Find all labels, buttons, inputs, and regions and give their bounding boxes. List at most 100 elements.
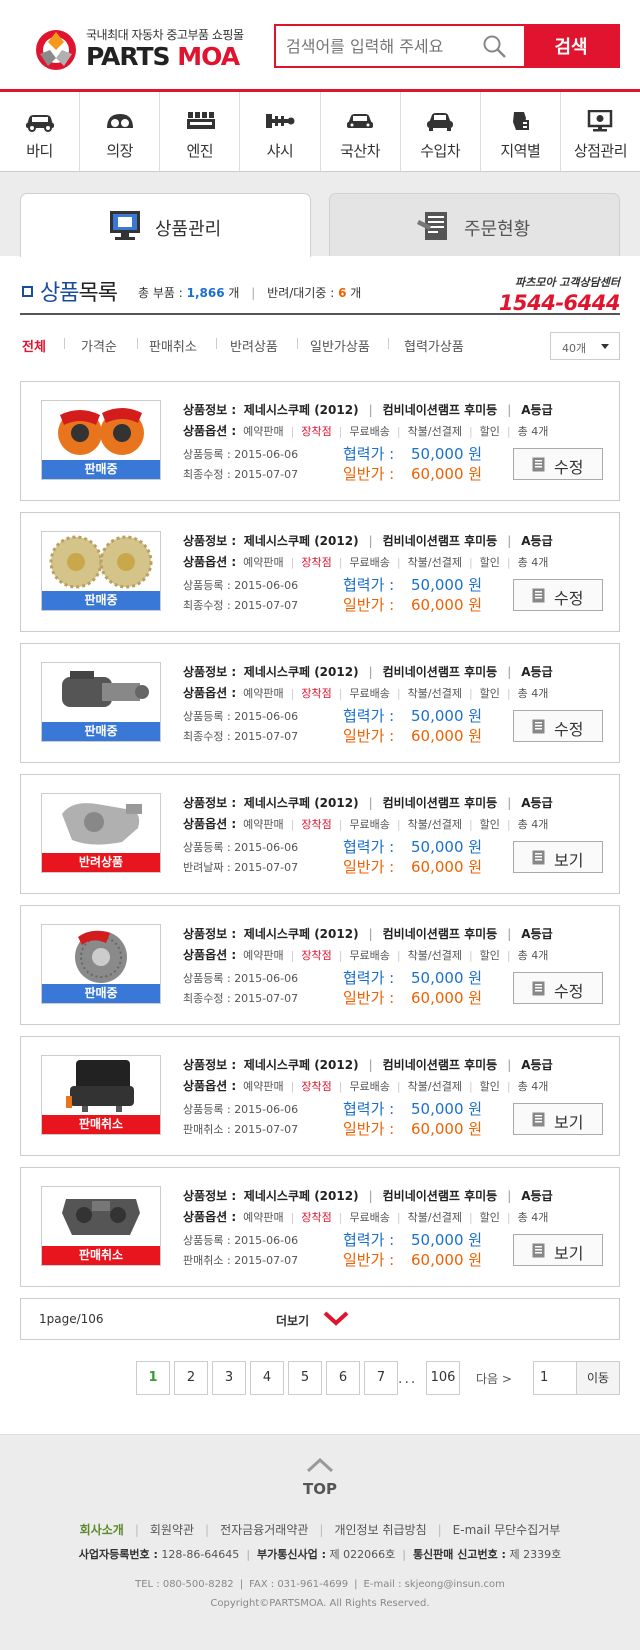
product-card: 판매중 상품정보 : 제네시스쿠페 (2012) | 컴비네이션램프 후미등 | A등급… (20, 512, 620, 632)
option-reserve: 예약판매 (243, 818, 284, 831)
product-info-label: 상품정보 : (183, 403, 237, 417)
product-info-line: 상품정보 : 제네시스쿠페 (2012) | 컴비네이션램프 후미등 | A등급 (183, 532, 553, 549)
category-domestic[interactable]: 국산차 (321, 92, 401, 171)
product-options-line: 상품옵션 : 예약판매 | 장착점 | 무료배송 | 착불/선결제 | 할인 | 총 4개 (183, 1077, 548, 1094)
normal-price-label: 일반가 : (343, 858, 395, 876)
customer-center-phone[interactable]: 1544-6444 (498, 291, 621, 315)
product-thumbnail[interactable]: 판매취소 (41, 1186, 161, 1266)
category-label: 의장 (106, 142, 133, 160)
category-interior[interactable]: 의장 (80, 92, 161, 171)
product-thumbnail[interactable]: 판매중 (41, 400, 161, 480)
tab-product-management[interactable]: 상품관리 (20, 193, 311, 257)
product-action-button[interactable]: 보기 (513, 1234, 603, 1266)
option-install: 장착점 (301, 1080, 332, 1093)
footer-separator: | (319, 1523, 324, 1537)
product-thumbnail[interactable]: 판매취소 (41, 1055, 161, 1135)
page-button[interactable]: 2 (174, 1361, 208, 1395)
category-body[interactable]: 바디 (0, 92, 81, 171)
page-button[interactable]: 7 (364, 1361, 398, 1395)
region-icon (513, 112, 530, 130)
category-label: 엔진 (186, 142, 214, 160)
footer-link-company[interactable]: 회사소개 (79, 1523, 124, 1537)
brake-discs-gold-image (49, 535, 153, 589)
footer-separator: | (402, 1548, 406, 1561)
footer-link-terms[interactable]: 회원약관 (149, 1523, 195, 1537)
page-button[interactable]: 1 (136, 1361, 170, 1395)
filter-coop-price[interactable]: 협력가상품 (404, 340, 464, 355)
filter-separator (388, 338, 389, 349)
product-thumbnail[interactable]: 반려상품 (41, 793, 161, 873)
customer-center: 파츠모아 고객상담센터 1544-6444 (498, 271, 621, 315)
option-separator: | (396, 425, 401, 438)
option-separator: | (506, 1211, 511, 1224)
product-option-label: 상품옵션 : (183, 424, 237, 438)
filter-normal-price[interactable]: 일반가상품 (310, 340, 370, 355)
product-thumbnail[interactable]: 판매중 (41, 662, 161, 742)
category-store-admin[interactable]: 상점관리 (561, 92, 640, 171)
site-footer: TOP 회사소개 | 회원약관 | 전자금융거래약관 | 개인정보 취급방침 | E-mail … (0, 1434, 640, 1650)
logo-word-parts: PARTS (86, 42, 171, 71)
product-grade: A등급 (521, 1189, 553, 1203)
search-button[interactable]: 검색 (524, 26, 618, 66)
product-thumbnail[interactable]: 판매중 (41, 531, 161, 611)
registered-label: 상품등록 : (183, 1103, 231, 1116)
load-more-bar[interactable]: 1page/106 더보기 (20, 1298, 620, 1340)
page-button[interactable]: 4 (250, 1361, 284, 1395)
search-icon[interactable] (482, 34, 508, 60)
filter-rejected[interactable]: 반려상품 (230, 340, 278, 355)
filter-separator (64, 338, 65, 349)
product-action-button[interactable]: 수정 (513, 448, 603, 480)
product-info-line: 상품정보 : 제네시스쿠페 (2012) | 컴비네이션램프 후미등 | A등급 (183, 925, 553, 942)
product-part: 컴비네이션램프 후미등 (382, 796, 498, 810)
product-thumbnail[interactable]: 판매중 (41, 924, 161, 1004)
option-discount: 할인 (479, 687, 500, 700)
option-payment: 착불/선결제 (407, 425, 462, 438)
back-to-top-button[interactable]: TOP (300, 1455, 340, 1501)
modified-label: 반려날짜 : (183, 861, 231, 874)
footer-separator: | (205, 1523, 210, 1537)
filter-all[interactable]: 전체 (22, 340, 46, 355)
page-next-link[interactable]: 다음 > (476, 1372, 512, 1386)
filter-cancelled[interactable]: 판매취소 (149, 340, 197, 355)
page-button[interactable]: 6 (326, 1361, 360, 1395)
filter-price[interactable]: 가격순 (81, 340, 117, 355)
category-region[interactable]: 지역별 (481, 92, 561, 171)
page-last[interactable]: 106 (426, 1361, 460, 1395)
per-page-select[interactable]: 40개 (550, 332, 620, 360)
coop-price-label: 협력가 : (343, 969, 395, 987)
category-imported[interactable]: 수입차 (401, 92, 481, 171)
registered-row: 상품등록 : 2015-06-06 (183, 838, 298, 858)
normal-price-label: 일반가 : (343, 465, 395, 483)
option-separator: | (290, 818, 295, 831)
option-separator: | (468, 556, 473, 569)
action-label: 수정 (554, 720, 584, 739)
category-label: 상점관리 (573, 142, 628, 160)
category-chassis[interactable]: 샤시 (240, 92, 321, 171)
category-engine[interactable]: 엔진 (160, 92, 241, 171)
footer-link-privacy[interactable]: 개인정보 취급방침 (334, 1523, 427, 1537)
footer-link-email-policy[interactable]: E-mail 무단수집거부 (452, 1523, 561, 1537)
product-action-button[interactable]: 보기 (513, 841, 603, 873)
page-button[interactable]: 3 (212, 1361, 246, 1395)
product-action-button[interactable]: 보기 (513, 1103, 603, 1135)
mail-order-value: 제 2339호 (509, 1548, 562, 1561)
goto-page-input[interactable]: 1 (533, 1361, 577, 1395)
page-button[interactable]: 5 (288, 1361, 322, 1395)
tab-order-status[interactable]: 주문현황 (329, 193, 620, 256)
footer-separator: | (134, 1523, 139, 1537)
category-label: 국산차 (340, 142, 381, 160)
brake-disc-caliper-image (75, 930, 127, 983)
product-action-button[interactable]: 수정 (513, 710, 603, 742)
modified-row: 최종수정 : 2015-07-07 (183, 465, 298, 485)
option-free-shipping: 무료배송 (349, 556, 390, 569)
product-action-button[interactable]: 수정 (513, 579, 603, 611)
option-reserve: 예약판매 (243, 425, 284, 438)
partsmoa-logo[interactable]: 국내최대 자동차 중고부품 쇼핑몰 PARTS MOA (34, 24, 244, 74)
product-model: 제네시스쿠페 (2012) (243, 1189, 359, 1203)
option-install: 장착점 (301, 818, 332, 831)
product-action-button[interactable]: 수정 (513, 972, 603, 1004)
per-page-value: 40개 (562, 342, 587, 355)
product-info-label: 상품정보 : (183, 534, 237, 548)
goto-page-button[interactable]: 이동 (576, 1361, 620, 1395)
footer-link-efinance[interactable]: 전자금융거래약관 (220, 1523, 309, 1537)
